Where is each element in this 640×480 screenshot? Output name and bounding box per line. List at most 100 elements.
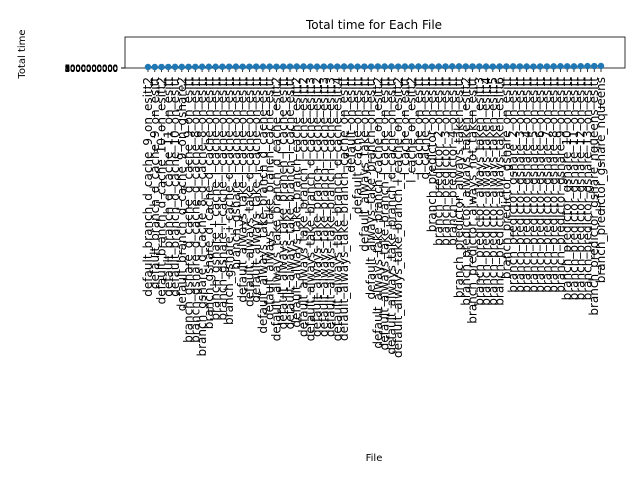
y-tick-label: 1000000000 — [65, 63, 118, 73]
data-point — [523, 63, 530, 70]
x-tick-label: branch_predictor_always_taken_esitt2 — [459, 77, 473, 306]
data-point — [516, 63, 524, 70]
series-line — [144, 62, 605, 71]
x-tick-label: branch_gshare_l_cache_l_cache_on_esitt — [215, 77, 229, 321]
x-tick-label: default_branch_d_cache_11_on_esitt — [161, 77, 175, 297]
x-tick-label: branch_predictor_gshare_11_on_esitt — [567, 77, 581, 301]
data-point — [415, 63, 422, 70]
x-tick-label: default_always_take_branch_l_cache_esitt — [276, 77, 290, 330]
data-point — [530, 63, 537, 70]
x-tick-label: default_branch_d_cache_10_on_esitt — [168, 77, 182, 297]
data-point — [259, 63, 267, 70]
x-tick-label: branch_predictor_gshare_13_on_esitt — [580, 77, 594, 301]
x-tick-label: default_always_take_branch_l_cache_esitt… — [297, 77, 311, 337]
data-point — [584, 62, 591, 70]
data-point — [340, 63, 348, 70]
x-tick-label: branch_predictor_always_taken_esitt5 — [486, 77, 500, 306]
data-point — [401, 63, 409, 70]
data-point — [320, 63, 327, 70]
data-point — [469, 63, 476, 70]
x-tick-label: default_always_take_d_cache_on_esitt — [242, 77, 256, 307]
data-point — [280, 63, 287, 70]
data-point — [239, 63, 246, 70]
data-point — [462, 63, 469, 70]
data-point — [449, 63, 456, 70]
data-point — [151, 63, 158, 71]
x-tick-label: branch_gshare_i_cache_d_cache_on_esitt — [222, 77, 236, 325]
data-point — [219, 63, 226, 70]
data-point — [252, 63, 260, 70]
data-point — [178, 63, 186, 71]
x-tick-label: l_cache_on_esitt — [398, 77, 412, 175]
x-tick-label: default_always_take_branch_cache_esitt — [263, 77, 277, 320]
data-point — [192, 63, 199, 70]
x-tick-label: branch_predictor_4_on_esitt — [445, 77, 459, 246]
x-ticks: default_branch_d_cache_9_on_esitt2defaul… — [141, 68, 608, 358]
x-tick-label: branch_predictor_gshare_6_on_esitt — [533, 77, 547, 293]
y-tick-label: 5000000000 — [65, 63, 118, 73]
x-tick-label: default_always_take_branch_l_cache_on_es… — [391, 77, 405, 358]
data-point — [205, 63, 213, 70]
x-tick-label: branch_predictor_always_taken_esitt4 — [479, 77, 493, 306]
data-point — [597, 62, 605, 70]
x-tick-label: branch_predictor_gshare_nqueens — [594, 77, 608, 283]
data-point — [327, 63, 334, 70]
x-tick-label: branch_predictor_3_on_esitt — [438, 77, 452, 246]
y-tick-label: 7000000000 — [65, 63, 118, 73]
x-tick-label: default_always_take_branch_cache_on_esit… — [337, 77, 351, 341]
x-tick-label: branch_predictor_gshare_7_on_esitt — [540, 77, 554, 293]
y-tick-label: 2000000000 — [65, 64, 118, 74]
x-tick-label: default_always_take_branch_d_cache_esitt… — [269, 77, 283, 341]
x-tick-label: branch_gshare_d_cache_8_d_cache_8_on_esi… — [195, 77, 209, 357]
data-point — [543, 63, 551, 70]
data-point — [435, 63, 442, 70]
data-point — [225, 63, 233, 70]
chart-title: Total time for Each File — [305, 18, 442, 32]
data-point — [307, 63, 314, 70]
x-tick-label: default_always_take_branch_i_cache_esitt… — [310, 77, 324, 337]
x-tick-label: default_branch_d_cache_9_on_esitt — [148, 77, 162, 289]
data-point — [476, 63, 483, 70]
data-point — [367, 63, 375, 70]
x-tick-label: default_always_take_branch_l_cache_on_es… — [378, 77, 392, 351]
data-point — [455, 63, 463, 70]
x-tick-label: default_on_esitt — [344, 77, 358, 173]
data-point — [354, 63, 361, 70]
x-tick-label: branch_predictor_gshare_3_on_esitt — [513, 77, 527, 293]
data-point — [570, 63, 578, 70]
data-point — [489, 63, 497, 70]
x-tick-label: default_always_take_branch_on_esitt — [364, 77, 378, 300]
y-tick-label: 9000000000 — [65, 63, 118, 73]
x-tick-label: branch_predictor_always_taken_esitt — [452, 77, 466, 298]
data-point — [503, 63, 510, 70]
x-tick-label: default_always_take_branch_l_cache_esitt… — [317, 77, 331, 337]
x-tick-label: default_always_take_on_esitt — [357, 77, 371, 252]
data-point — [361, 63, 368, 70]
data-point — [165, 63, 172, 71]
x-tick-label: branch_gshare_d_cache_d_cache_8_on_esitt — [188, 77, 202, 343]
x-tick-label: branch_predictor_gshare_on_esitt — [499, 77, 513, 279]
x-tick-label: l_cache_on_esitt2 — [405, 77, 419, 183]
x-tick-label: branch_gshare_i_cache_on_esitt — [229, 77, 243, 270]
data-point — [273, 63, 280, 70]
x-tick-label: default_always_take_branch_i_cache_esitt… — [324, 77, 338, 337]
data-point — [442, 63, 449, 70]
x-tick-label: default_branch_d_cache_9_on_esitt2 — [141, 77, 155, 297]
data-point — [266, 63, 273, 70]
data-point — [509, 63, 517, 70]
x-tick-label: branch_predictor_gshare_2_on_esitt — [506, 77, 520, 293]
data-point — [536, 63, 544, 70]
y-tick-label: 3000000000 — [65, 63, 118, 73]
data-point — [144, 63, 152, 71]
data-point — [198, 63, 206, 70]
x-tick-label: branch_predictor_always_taken_esitt3 — [472, 77, 486, 306]
y-ticks: 1000000000200000000030000000004000000000… — [65, 63, 125, 74]
data-point — [185, 63, 192, 71]
x-tick-label: default_always_take_l_cache_on_esitt — [249, 77, 263, 303]
x-tick-label: default_always_take_branch_d_cache_esitt — [256, 77, 270, 334]
x-tick-label: branch_predictor_2_on_esitt — [432, 77, 446, 246]
data-point — [381, 63, 388, 70]
data-point — [577, 62, 584, 70]
y-tick-label: 4000000000 — [65, 64, 118, 74]
x-tick-label: default_always_take_branch_cache_on_esit… — [371, 77, 385, 349]
